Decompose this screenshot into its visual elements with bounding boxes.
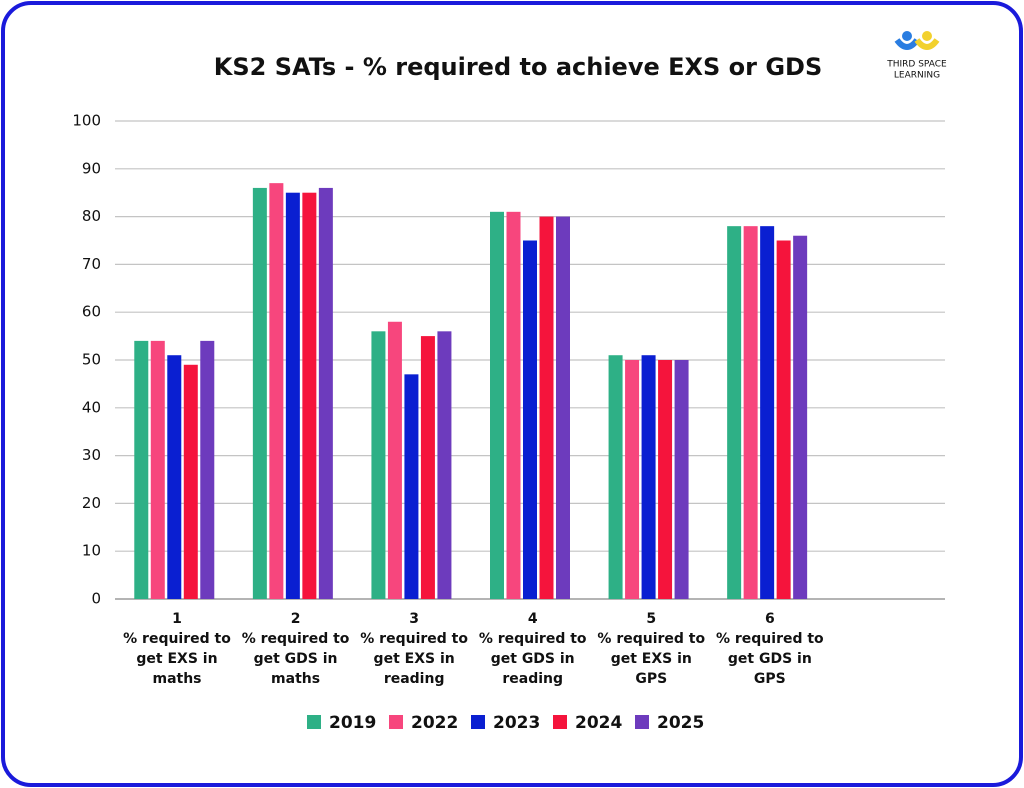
y-tick-label: 20 — [82, 494, 101, 512]
y-tick-label: 40 — [82, 398, 101, 416]
bar — [539, 216, 554, 599]
category-description: % required to get EXS in reading — [360, 631, 468, 687]
logo-text: LEARNING — [894, 71, 940, 81]
category-number: 6 — [764, 611, 775, 627]
category-description: % required to get GDS in reading — [478, 631, 587, 687]
bar — [506, 211, 521, 599]
legend-swatch — [553, 715, 567, 729]
bar — [134, 340, 149, 599]
legend-label: 2019 — [329, 713, 376, 733]
logo-text: THIRD SPACE — [886, 60, 947, 70]
logo-icon — [894, 31, 940, 50]
bar — [404, 374, 419, 599]
bar — [302, 192, 317, 599]
y-tick-label: 90 — [82, 159, 101, 177]
bar — [167, 355, 182, 599]
legend-label: 2022 — [411, 713, 458, 733]
bar — [674, 360, 689, 599]
bar — [285, 192, 300, 599]
bar — [608, 355, 623, 599]
bar — [200, 340, 215, 599]
category-description: % required to get EXS in GPS — [597, 631, 706, 687]
bar — [556, 216, 570, 599]
category-number: 4 — [527, 611, 538, 627]
legend-swatch — [635, 715, 649, 729]
category-number: 1 — [172, 611, 182, 627]
bar — [727, 226, 742, 599]
x-tick-label: 2 % required to get GDS in maths — [234, 609, 358, 689]
bar — [776, 240, 791, 599]
bar — [150, 340, 165, 599]
bar — [318, 187, 333, 600]
bar — [625, 360, 640, 599]
x-tick-label: 5 % required to get EXS in GPS — [589, 609, 713, 689]
category-number: 2 — [290, 611, 301, 627]
y-tick-label: 80 — [82, 207, 101, 225]
x-tick-label: 6 % required to get GDS in GPS — [708, 609, 832, 689]
y-tick-label: 0 — [91, 590, 101, 608]
bar — [371, 331, 386, 599]
bar — [183, 364, 198, 599]
x-tick-label: 1 % required to get EXS in maths — [115, 609, 239, 689]
y-tick-label: 10 — [82, 542, 101, 560]
category-description: % required to get GDS in GPS — [715, 631, 824, 687]
legend-label: 2023 — [493, 713, 540, 733]
bar — [490, 211, 504, 599]
y-tick-label: 30 — [82, 446, 101, 464]
bar — [641, 355, 656, 599]
bar — [269, 183, 284, 599]
bar — [743, 226, 758, 599]
legend-label: 2025 — [657, 713, 704, 733]
category-description: % required to get GDS in maths — [241, 631, 350, 687]
x-tick-label: 3 % required to get EXS in reading — [352, 609, 476, 689]
legend-swatch — [389, 715, 403, 729]
bar — [523, 240, 537, 599]
y-tick-label: 50 — [82, 351, 101, 369]
x-tick-label: 4 % required to get GDS in reading — [471, 609, 595, 689]
legend-label: 2024 — [575, 713, 622, 733]
y-tick-label: 70 — [82, 255, 101, 273]
bar — [793, 235, 808, 599]
category-number: 5 — [646, 611, 657, 627]
legend-swatch — [471, 715, 485, 729]
bar — [420, 336, 435, 599]
y-tick-label: 60 — [82, 303, 101, 321]
bar — [252, 187, 267, 600]
category-description: % required to get EXS in maths — [123, 631, 231, 687]
legend-swatch — [307, 715, 321, 729]
category-number: 3 — [409, 611, 420, 627]
bar — [437, 331, 452, 599]
bar — [658, 360, 673, 599]
y-tick-label: 100 — [72, 112, 101, 130]
bar — [387, 321, 402, 599]
chart-title: KS2 SATs - % required to achieve EXS or … — [214, 53, 822, 81]
bar — [760, 226, 775, 599]
